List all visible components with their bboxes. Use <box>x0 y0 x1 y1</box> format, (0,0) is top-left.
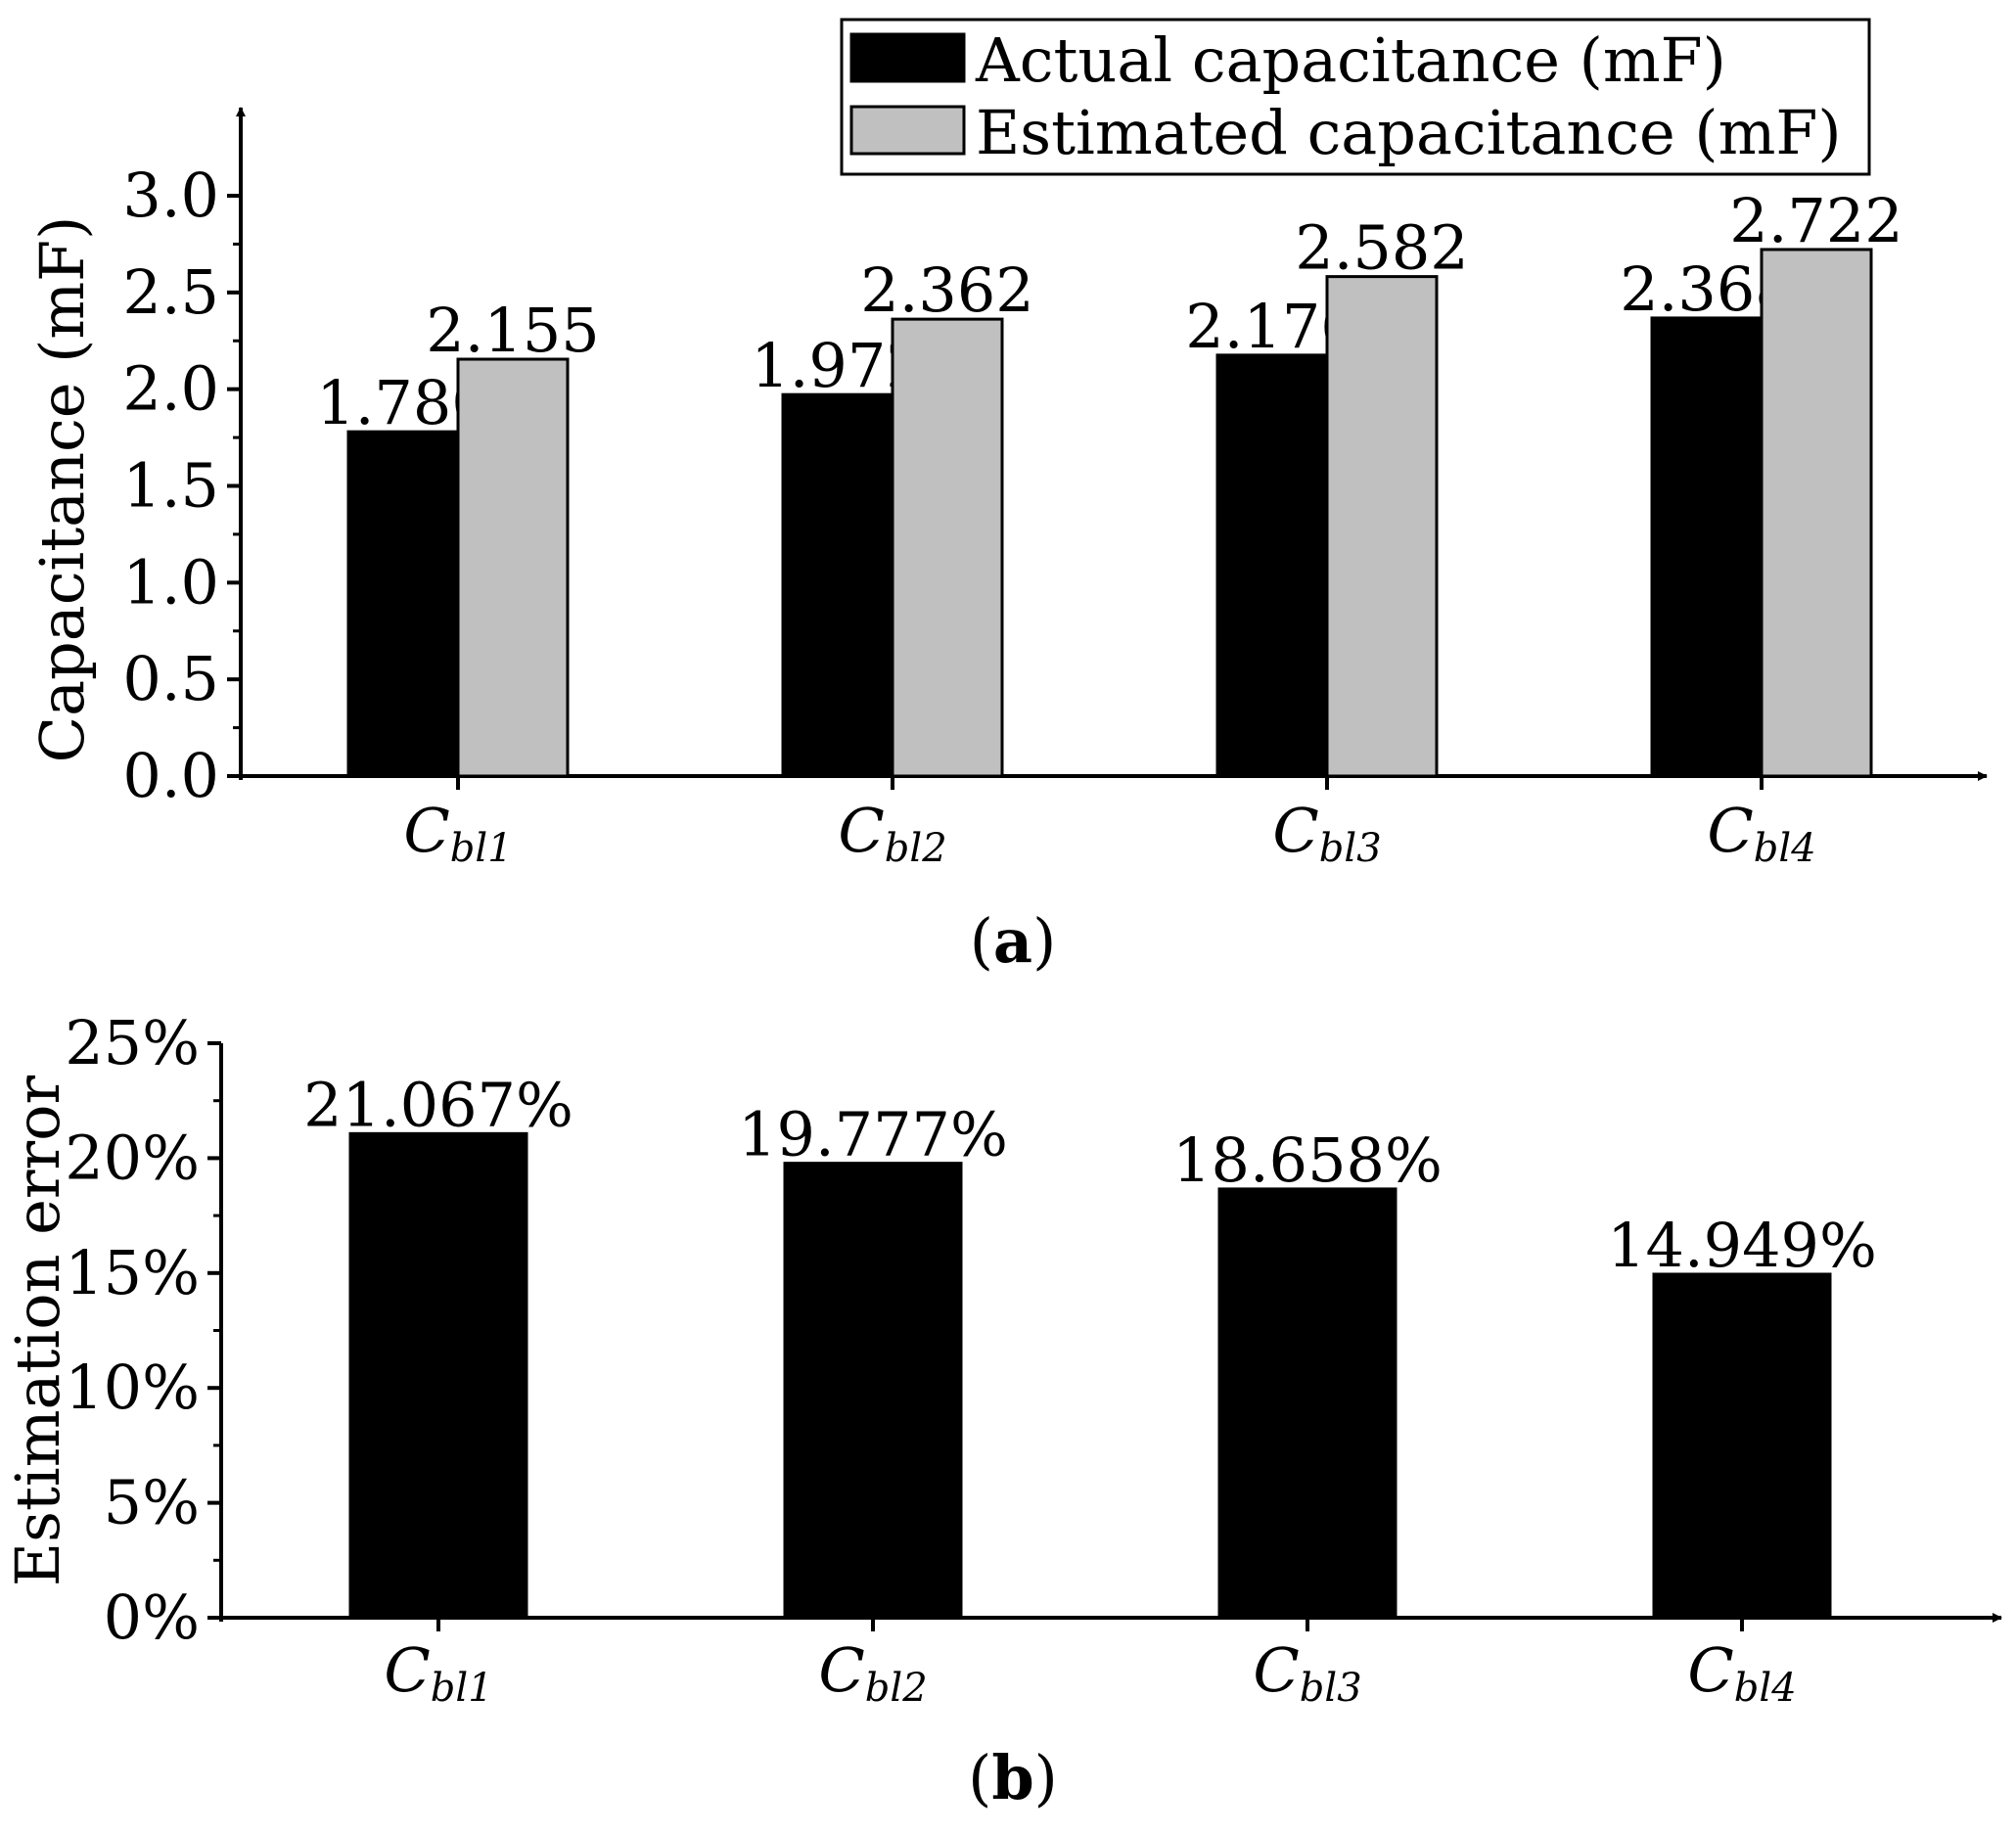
panel-a-y-tick-label: 2.5 <box>122 256 219 328</box>
legend-box <box>840 18 1871 176</box>
panel-b-y-tick-label: 20% <box>65 1122 200 1193</box>
panel-a-x-tick-label: Cbl2 <box>838 795 946 871</box>
panel-b-bar-series1 <box>348 1131 528 1620</box>
panel-a-y-tick-label: 0.5 <box>122 643 219 714</box>
panel-a-data-label: 2.582 <box>1295 212 1469 284</box>
panel-a-y-tick-label: 0.0 <box>122 740 219 811</box>
panel-a-y-tick-label: 2.0 <box>122 353 219 425</box>
panel-b-data-label: 19.777% <box>738 1099 1008 1170</box>
panel-b-bar-series1 <box>783 1162 963 1620</box>
panel-a-bar-series2 <box>1760 248 1873 778</box>
panel-a-x-tick-label: Cbl1 <box>403 795 512 871</box>
panel-a-data-label: 2.362 <box>860 254 1034 326</box>
panel-a-data-label: 2.722 <box>1729 185 1903 256</box>
panel-b-y-tick-label: 10% <box>65 1352 200 1423</box>
panel-a-bar-series1 <box>1215 353 1329 778</box>
panel-b-x-tick-label: Cbl4 <box>1687 1634 1796 1711</box>
panel-a-bar-series2 <box>1325 275 1439 778</box>
panel-b-y-tick-label: 15% <box>65 1237 200 1308</box>
panel-b-data-label: 21.067% <box>303 1069 573 1140</box>
panel-a-bar-series1 <box>1650 316 1764 778</box>
panel-a-label: (a) <box>970 905 1057 977</box>
panel-b-data-label: 18.658% <box>1172 1124 1443 1196</box>
legend-entry: Actual capacitance (mF) <box>975 24 1726 96</box>
legend-entry: Estimated capacitance (mF) <box>976 97 1842 168</box>
panel-b-y-tick-label: 0% <box>104 1582 200 1653</box>
legend-swatch <box>849 105 966 156</box>
panel-a-y-tick-label: 1.5 <box>122 450 219 522</box>
panel-b-x-tick-label: Cbl2 <box>818 1634 927 1711</box>
chart-panel-a: 0.0 0.5 1.0 1.5 2.0 2.5 3.0 Capacitance (mF) Cbl… <box>26 18 1988 871</box>
panel-b-y-tick-label: 5% <box>104 1467 200 1538</box>
panel-b-bar-series1 <box>1217 1187 1397 1620</box>
panel-a-x-tick-label: Cbl3 <box>1272 795 1381 871</box>
panel-b-data-label: 14.949% <box>1607 1210 1877 1281</box>
panel-a-bar-series2 <box>456 357 570 778</box>
chart-panel-b: 0% 5% 10% 15% 20% 25%Estimation error Cbl1 21.0… <box>2 1007 2002 1711</box>
panel-b-y-axis-title: Estimation error <box>2 1076 73 1587</box>
panel-b-bar-series1 <box>1652 1272 1832 1620</box>
panel-a-y-axis-title: Capacitance (mF) <box>26 216 98 763</box>
panel-b-y-tick-label: 25% <box>65 1007 200 1078</box>
panel-a-y-tick-label: 1.0 <box>122 546 219 618</box>
panel-a-data-label: 2.155 <box>426 295 600 366</box>
panel-a-x-tick-label: Cbl4 <box>1707 795 1815 871</box>
panel-a-y-tick-label: 3.0 <box>122 160 219 231</box>
panel-b-x-tick-label: Cbl1 <box>384 1634 492 1711</box>
panel-a-bar-series1 <box>781 392 894 778</box>
panel-b-label: (b) <box>968 1742 1058 1813</box>
panel-a-bar-series2 <box>891 317 1004 778</box>
panel-a-bar-series1 <box>346 430 460 778</box>
legend-swatch <box>849 32 966 83</box>
panel-b-x-tick-label: Cbl3 <box>1253 1634 1361 1711</box>
